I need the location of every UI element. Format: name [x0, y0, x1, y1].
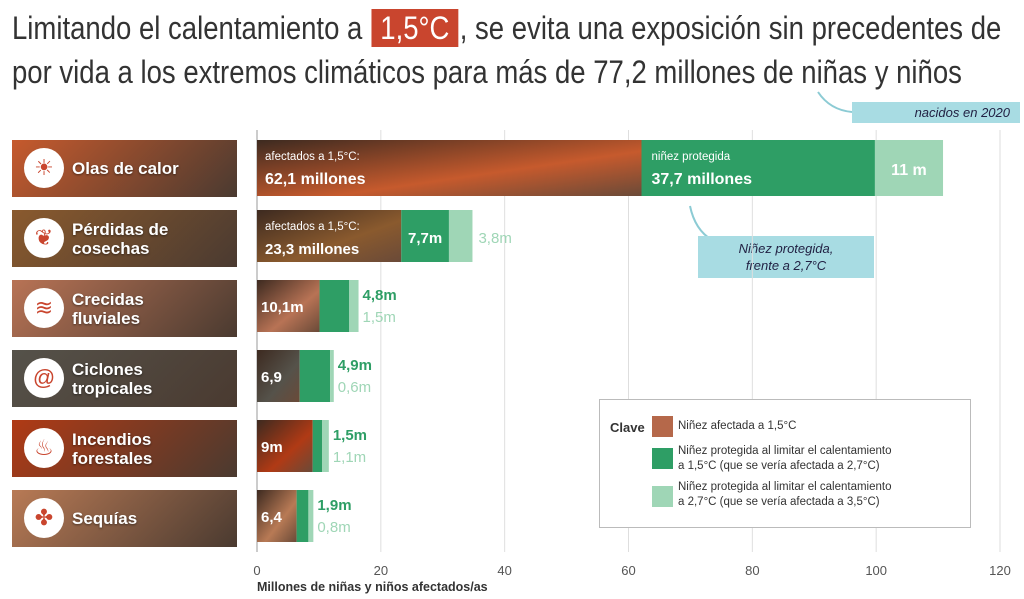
legend-swatch-protected35 [652, 486, 673, 507]
row-label-text: Ciclones tropicales [72, 359, 153, 398]
bar-segment-protected35 [308, 490, 314, 542]
bar-segment-affected [257, 350, 300, 402]
bar-label-affected: 9m [261, 439, 283, 456]
bar-label-affected: 6,4 [261, 509, 283, 526]
x-tick-label: 0 [253, 563, 260, 578]
x-tick-label: 120 [989, 563, 1011, 578]
bar-segment-protected27 [401, 210, 449, 262]
legend-label-affected: Niñez afectada a 1,5°C [678, 420, 797, 432]
bar-label-protected35: 0,8m [317, 519, 350, 536]
x-tick-label: 80 [745, 563, 759, 578]
legend-title: Clave [610, 420, 645, 435]
bar-segment-affected [257, 420, 313, 472]
x-tick-label: 60 [621, 563, 635, 578]
fire-icon: ♨ [24, 428, 64, 468]
title-line2: por vida a los extremos climáticos para … [12, 54, 962, 90]
bar-label-protected35: 1,5m [363, 309, 396, 326]
bar-segment-protected35 [330, 350, 334, 402]
protected-tag: Niñez protegida, frente a 2,7°C [698, 236, 874, 278]
bar-segment-protected27 [641, 140, 875, 196]
bar-segment-protected35 [322, 420, 329, 472]
flood-icon: ≋ [24, 288, 64, 328]
row-label-2: ≋ Crecidas fluviales [12, 280, 237, 337]
bar-segment-protected27 [312, 420, 323, 472]
row-label-3: @ Ciclones tropicales [12, 350, 237, 407]
bar-segment-affected [257, 140, 642, 196]
x-tick-label: 100 [865, 563, 887, 578]
legend-swatch-affected [652, 416, 673, 437]
bar-label-protected27: 1,5m [333, 427, 367, 444]
bar-segment-protected35 [874, 140, 944, 196]
legend-label-protected27: Niñez protegida al limitar el calentamie… [678, 444, 892, 474]
bar-segment-protected35 [448, 210, 473, 262]
bar-segment-affected [257, 210, 402, 262]
bar-label-protected27: 37,7 millones [652, 171, 753, 188]
page-title: Limitando el calentamiento a 1,5°C, se e… [12, 6, 1001, 94]
bar-prefix-affected: afectados a 1,5°C: [265, 151, 360, 163]
bar-label-protected35: 11 m [891, 162, 927, 179]
bar-label-protected35: 1,1m [333, 449, 366, 466]
legend: Clave Niñez afectada a 1,5°C Niñez prote… [599, 399, 971, 528]
bar-segment-affected [257, 280, 320, 332]
x-tick-label: 40 [497, 563, 511, 578]
bar-label-protected35: 3,8m [478, 230, 511, 247]
bar-segment-protected27 [299, 350, 331, 402]
bar-label-affected: 6,9 [261, 369, 282, 386]
bar-label-protected27: 4,8m [363, 287, 397, 304]
legend-swatch-protected27 [652, 448, 673, 469]
bar-label-affected: 10,1m [261, 299, 304, 316]
x-tick-label: 20 [374, 563, 388, 578]
bar-segment-affected [257, 490, 297, 542]
legend-label-protected35: Niñez protegida al limitar el calentamie… [678, 480, 892, 510]
title-part1: Limitando el calentamiento a [12, 10, 363, 46]
heat-wave-icon: ☀ [24, 148, 64, 188]
title-badge: 1,5°C [371, 9, 459, 47]
x-axis-title: Millones de niñas y niños afectados/as [257, 580, 488, 594]
row-label-1: ❦ Pérdidas de cosechas [12, 210, 237, 267]
legend-label-protected27-b: a 1,5°C (que se vería afectada a 2,7°C) [678, 460, 880, 472]
crop-icon: ❦ [24, 218, 64, 258]
legend-label-protected35-b: a 2,7°C (que se vería afectada a 3,5°C) [678, 496, 880, 508]
bar-prefix-affected: afectados a 1,5°C: [265, 221, 360, 233]
row-label-text: Olas de calor [72, 159, 179, 178]
row-label-5: ✤ Sequías [12, 490, 237, 547]
bar-label-protected27: 4,9m [338, 357, 372, 374]
bar-label-affected: 62,1 millones [265, 171, 366, 188]
bar-label-protected35: 0,6m [338, 379, 371, 396]
row-label-text: Sequías [72, 509, 138, 528]
row-label-0: ☀ Olas de calor [12, 140, 237, 197]
row-label-4: ♨ Incendios forestales [12, 420, 237, 477]
born-tag: nacidos en 2020 [852, 102, 1020, 123]
drought-icon: ✤ [24, 498, 64, 538]
bar-segment-protected35 [349, 280, 359, 332]
legend-label-protected35-a: Niñez protegida al limitar el calentamie… [678, 481, 892, 493]
row-label-text: Crecidas fluviales [72, 289, 144, 328]
bar-label-protected27: 7,7m [408, 230, 442, 247]
arrow-born [817, 91, 853, 113]
row-label-text: Incendios forestales [72, 429, 153, 468]
bar-label-affected: 23,3 millones [265, 241, 359, 258]
bar-segment-protected27 [319, 280, 350, 332]
legend-label-protected27-a: Niñez protegida al limitar el calentamie… [678, 445, 892, 457]
cyclone-icon: @ [24, 358, 64, 398]
row-label-text: Pérdidas de cosechas [72, 219, 169, 258]
bar-prefix-protected: niñez protegida [652, 151, 731, 163]
bar-label-protected27: 1,9m [317, 497, 351, 514]
protected-tag-line1: Niñez protegida, [738, 241, 834, 256]
title-part2: , se evita una exposición sin precedente… [459, 10, 1002, 46]
bar-segment-protected27 [296, 490, 309, 542]
protected-tag-line2: frente a 2,7°C [745, 258, 827, 273]
